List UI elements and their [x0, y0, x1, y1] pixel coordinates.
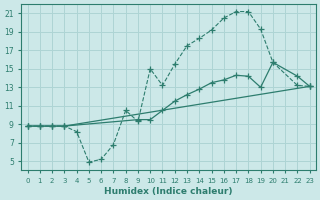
- X-axis label: Humidex (Indice chaleur): Humidex (Indice chaleur): [104, 187, 233, 196]
